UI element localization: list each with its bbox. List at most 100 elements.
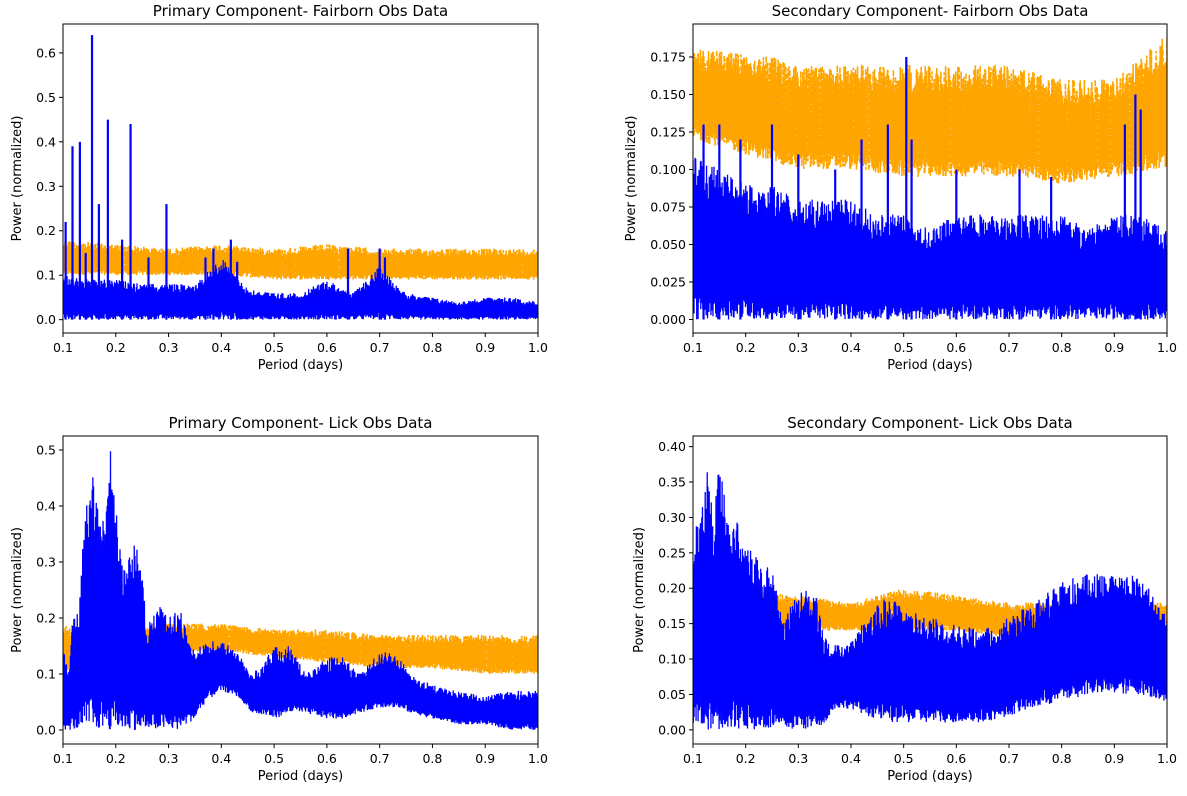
y-tick-label: 0.125 xyxy=(650,125,686,140)
x-tick-label: 0.4 xyxy=(841,340,861,355)
y-tick-label: 0.25 xyxy=(658,545,686,560)
x-tick-label: 0.5 xyxy=(264,751,284,766)
x-tick-label: 0.2 xyxy=(106,340,126,355)
x-tick-label: 0.7 xyxy=(999,340,1019,355)
chart-panel-3: 0.1 0.2 0.3 0.4 0.5 0.6 0.7 0.8 0.9 1.0 0.0 0.1 0.2 0… xyxy=(10,414,548,784)
series-2-line xyxy=(693,157,1167,320)
x-tick-label: 1.0 xyxy=(1157,751,1177,766)
x-tick-label: 1.0 xyxy=(528,751,548,766)
y-tick-label: 0.3 xyxy=(36,555,56,570)
x-tick-label: 0.9 xyxy=(475,340,495,355)
x-tick-label: 0.2 xyxy=(736,751,756,766)
x-tick-label: 0.3 xyxy=(788,340,808,355)
x-tick-label: 0.5 xyxy=(264,340,284,355)
axes-frame xyxy=(62,435,539,745)
x-tick-label: 0.1 xyxy=(683,751,703,766)
y-tick-label: 0.0 xyxy=(36,723,56,738)
x-tick-label: 0.6 xyxy=(946,751,966,766)
x-tick-label: 0.3 xyxy=(159,751,179,766)
y-tick-label: 0.2 xyxy=(36,611,56,626)
series-1-line xyxy=(63,241,538,280)
y-tick-label: 0.2 xyxy=(36,223,56,238)
chart-title: Primary Component- Lick Obs Data xyxy=(169,414,433,432)
y-tick-label: 0.0 xyxy=(36,312,56,327)
x-tick-label: 0.8 xyxy=(422,340,442,355)
x-tick-label: 0.7 xyxy=(999,751,1019,766)
x-tick-label: 1.0 xyxy=(1157,340,1177,355)
chart-panel-4: 0.1 0.2 0.3 0.4 0.5 0.6 0.7 0.8 0.9 1.0 0.00 0.05 0.… xyxy=(632,414,1177,784)
y-tick-label: 0.6 xyxy=(36,45,56,60)
x-tick-label: 0.8 xyxy=(1052,340,1072,355)
x-tick-label: 0.8 xyxy=(1052,751,1072,766)
y-axis-label: Power (normalized) xyxy=(10,116,25,242)
y-tick-label: 0.35 xyxy=(658,475,686,490)
y-tick-label: 0.40 xyxy=(658,439,686,454)
series-1-line xyxy=(693,38,1167,184)
plot-area xyxy=(693,472,1167,730)
x-tick-label: 0.1 xyxy=(53,751,73,766)
plot-area xyxy=(693,38,1167,320)
x-tick-label: 0.5 xyxy=(894,340,914,355)
y-axis-label: Power (normalized) xyxy=(624,116,639,242)
x-tick-label: 0.4 xyxy=(211,751,231,766)
x-tick-label: 0.5 xyxy=(894,751,914,766)
y-tick-label: 0.20 xyxy=(658,581,686,596)
y-tick-label: 0.175 xyxy=(650,50,686,65)
x-axis-label: Period (days) xyxy=(258,769,344,784)
y-tick-label: 0.05 xyxy=(658,687,686,702)
x-tick-label: 0.7 xyxy=(370,340,390,355)
series-2-line xyxy=(63,260,538,320)
y-tick-label: 0.5 xyxy=(36,90,56,105)
chart-title: Secondary Component- Fairborn Obs Data xyxy=(772,2,1089,20)
x-tick-label: 1.0 xyxy=(528,340,548,355)
y-tick-label: 0.050 xyxy=(650,237,686,252)
y-tick-label: 0.4 xyxy=(36,134,56,149)
axes-frame xyxy=(62,23,539,334)
plot-area xyxy=(63,35,538,320)
x-tick-label: 0.9 xyxy=(475,751,495,766)
y-axis-label: Power (normalized) xyxy=(10,527,25,653)
x-tick-label: 0.6 xyxy=(317,751,337,766)
x-tick-label: 0.1 xyxy=(683,340,703,355)
y-tick-label: 0.30 xyxy=(658,510,686,525)
x-tick-label: 0.1 xyxy=(53,340,73,355)
y-tick-label: 0.000 xyxy=(650,312,686,327)
chart-panel-2: 0.1 0.2 0.3 0.4 0.5 0.6 0.7 0.8 0.9 1.0 0.000 0.025… xyxy=(624,2,1177,373)
y-tick-label: 0.5 xyxy=(36,443,56,458)
x-tick-label: 0.3 xyxy=(788,751,808,766)
x-tick-label: 0.2 xyxy=(736,340,756,355)
y-tick-label: 0.075 xyxy=(650,200,686,215)
chart-title: Primary Component- Fairborn Obs Data xyxy=(153,2,448,20)
x-tick-label: 0.4 xyxy=(211,340,231,355)
x-axis-label: Period (days) xyxy=(887,358,973,373)
x-tick-label: 0.7 xyxy=(370,751,390,766)
x-tick-label: 0.6 xyxy=(317,340,337,355)
y-tick-label: 0.1 xyxy=(36,268,56,283)
x-tick-label: 0.8 xyxy=(422,751,442,766)
series-2-line xyxy=(693,472,1167,730)
y-tick-label: 0.100 xyxy=(650,162,686,177)
x-tick-label: 0.6 xyxy=(946,340,966,355)
y-tick-label: 0.00 xyxy=(658,722,686,737)
x-tick-label: 0.3 xyxy=(159,340,179,355)
chart-panel-1: 0.1 0.2 0.3 0.4 0.5 0.6 0.7 0.8 0.9 1.0 0.0 0.1 0.2 0… xyxy=(10,2,548,373)
y-axis-label: Power (normalized) xyxy=(632,527,647,653)
x-axis-label: Period (days) xyxy=(887,769,973,784)
plot-area xyxy=(63,451,538,730)
y-tick-label: 0.15 xyxy=(658,616,686,631)
chart-title: Secondary Component- Lick Obs Data xyxy=(787,414,1072,432)
axes-frame xyxy=(692,435,1168,745)
x-tick-label: 0.2 xyxy=(106,751,126,766)
x-tick-label: 0.9 xyxy=(1104,751,1124,766)
axes-frame xyxy=(692,23,1168,334)
series-2-line xyxy=(63,451,538,730)
y-tick-label: 0.025 xyxy=(650,275,686,290)
y-tick-label: 0.1 xyxy=(36,667,56,682)
x-tick-label: 0.4 xyxy=(841,751,861,766)
y-tick-label: 0.150 xyxy=(650,87,686,102)
y-tick-label: 0.3 xyxy=(36,179,56,194)
y-tick-label: 0.4 xyxy=(36,499,56,514)
x-tick-label: 0.9 xyxy=(1104,340,1124,355)
